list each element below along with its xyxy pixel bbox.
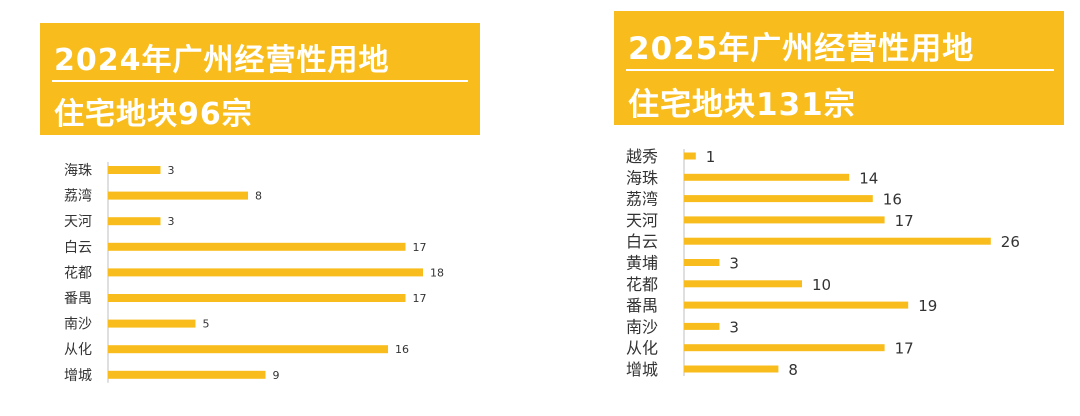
data-label: 3	[168, 164, 175, 177]
category-label: 花都	[626, 275, 658, 294]
bar	[684, 322, 720, 330]
chart-title-line-2: 住宅地块131宗	[628, 87, 856, 123]
category-label: 荔湾	[64, 188, 92, 205]
data-label: 26	[1001, 233, 1020, 251]
bar	[684, 152, 696, 160]
data-label: 3	[168, 215, 175, 228]
bar	[684, 280, 802, 288]
chart-title-line-2: 住宅地块96宗	[54, 97, 253, 132]
category-label: 天河	[64, 214, 92, 230]
bar	[108, 294, 406, 302]
data-label: 17	[895, 212, 914, 230]
bar	[684, 301, 909, 309]
category-label: 越秀	[626, 147, 658, 166]
category-label: 从化	[626, 339, 658, 358]
category-label: 黄埔	[626, 254, 658, 273]
bar	[108, 268, 423, 277]
bar	[108, 217, 161, 226]
category-label: 南沙	[626, 317, 658, 336]
category-label: 天河	[626, 211, 658, 230]
category-label: 荔湾	[626, 190, 658, 209]
category-label: 增城	[626, 360, 658, 379]
bar	[108, 345, 388, 354]
category-label: 花都	[64, 265, 92, 281]
data-label: 17	[895, 340, 914, 358]
data-label: 1	[706, 148, 716, 166]
chart-title-line-1: 2024年广州经营性用地	[54, 43, 390, 78]
category-label: 海珠	[64, 163, 92, 179]
data-label: 18	[430, 266, 444, 279]
bar	[684, 216, 885, 224]
data-label: 16	[395, 343, 409, 356]
data-label: 8	[255, 190, 262, 203]
category-label: 从化	[64, 342, 92, 358]
category-label: 增城	[64, 368, 92, 384]
bar	[684, 173, 850, 181]
bar	[108, 242, 406, 251]
chart-title-box-2025: 2025年广州经营性用地 住宅地块131宗	[614, 11, 1064, 125]
data-label: 17	[413, 292, 427, 305]
category-label: 白云	[64, 240, 92, 256]
category-label: 南沙	[64, 317, 92, 333]
data-label: 16	[883, 191, 902, 209]
category-label: 海珠	[626, 168, 658, 187]
data-label: 14	[859, 169, 878, 187]
data-label: 3	[729, 318, 739, 336]
bar-chart-2024: 海珠 3 荔湾 8 天河 3 白云 17 花都 18 番禺 17 南沙 5 从化 16 增城 9	[64, 162, 444, 384]
bar	[684, 195, 873, 203]
data-label: 3	[729, 255, 739, 273]
category-label: 番禺	[64, 291, 92, 307]
bar	[108, 370, 266, 379]
data-label: 5	[203, 318, 210, 331]
bar	[684, 259, 720, 266]
data-label: 9	[273, 369, 280, 382]
category-label: 白云	[626, 232, 658, 251]
data-label: 8	[788, 361, 798, 379]
bar	[108, 166, 161, 174]
bar	[108, 319, 196, 328]
data-label: 17	[413, 241, 427, 254]
data-label: 10	[812, 276, 831, 294]
title-divider	[52, 80, 468, 82]
title-divider	[626, 69, 1054, 71]
bar	[684, 344, 885, 352]
category-label: 番禺	[626, 296, 658, 315]
chart-title-line-1: 2025年广州经营性用地	[628, 31, 975, 67]
bar	[684, 365, 779, 373]
data-label: 19	[918, 297, 937, 315]
bar	[108, 191, 248, 200]
bar	[684, 237, 991, 245]
chart-title-box-2024: 2024年广州经营性用地 住宅地块96宗	[40, 23, 480, 135]
